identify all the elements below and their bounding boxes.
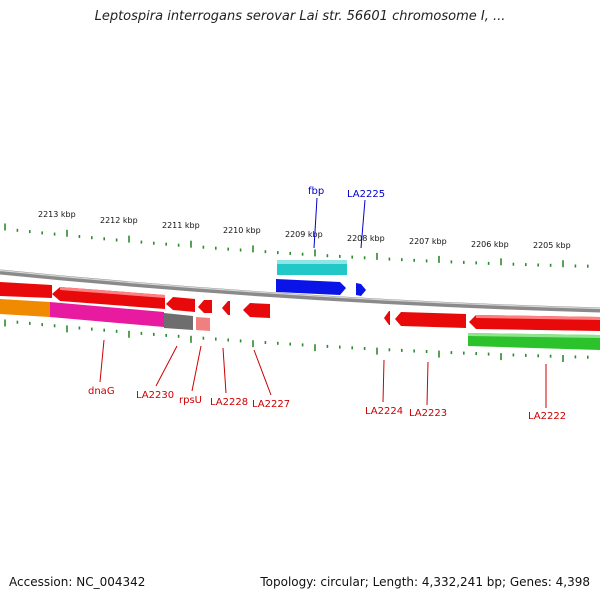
gene-arrow[interactable]: [384, 311, 390, 325]
reverse-genes: [0, 282, 600, 350]
leader-line: [191, 345, 202, 392]
gene-arrow[interactable]: [243, 303, 270, 318]
gene-arrow[interactable]: [276, 279, 346, 295]
leader-line: [382, 359, 385, 403]
ruler-label: 2211 kbp: [162, 221, 200, 230]
gene-arrow-shade: [277, 260, 347, 264]
ruler-label: 2213 kbp: [38, 210, 76, 219]
label-leaders: [99, 197, 547, 408]
leader-line: [253, 349, 272, 396]
genome-backbone: [0, 269, 600, 313]
forward-genes: [276, 260, 366, 296]
inner-ruler-ticks: [4, 319, 589, 362]
gene-label-la2223[interactable]: LA2223: [409, 408, 447, 419]
gene-label-rpsu[interactable]: rpsU: [179, 395, 202, 406]
gene-arrow[interactable]: [356, 283, 366, 296]
gene-arrow-shade: [476, 315, 600, 320]
ruler-label: 2212 kbp: [100, 216, 138, 225]
gene-arrow-shade: [60, 287, 165, 298]
map-title: Leptospira interrogans serovar Lai str. …: [94, 9, 506, 24]
genome-summary-text: Topology: circular; Length: 4,332,241 bp…: [260, 575, 590, 589]
leader-line: [426, 361, 429, 406]
gene-arrow[interactable]: [52, 287, 165, 309]
gene-block[interactable]: [164, 313, 193, 330]
ruler-label: 2208 kbp: [347, 234, 385, 243]
gene-arrow[interactable]: [222, 301, 230, 315]
gene-arrow[interactable]: [0, 282, 52, 298]
gene-block-shade: [468, 333, 600, 338]
gene-label-la2230[interactable]: LA2230: [136, 390, 174, 401]
leader-line: [155, 345, 178, 387]
ruler-label: 2205 kbp: [533, 241, 571, 250]
gene-label-dnag[interactable]: dnaG: [88, 386, 115, 397]
gene-block[interactable]: [0, 299, 50, 317]
ruler-label: 2209 kbp: [285, 230, 323, 239]
leader-line: [313, 197, 318, 249]
genome-backbone-highlight: [0, 269, 600, 310]
ruler-label: 2207 kbp: [409, 237, 447, 246]
ruler-label: 2210 kbp: [223, 226, 261, 235]
gene-label-la2225[interactable]: LA2225: [347, 189, 385, 200]
ruler-labels: 2213 kbp 2212 kbp 2211 kbp 2210 kbp 2209…: [38, 210, 571, 250]
gene-label-la2227[interactable]: LA2227: [252, 399, 290, 410]
gene-label-la2222[interactable]: LA2222: [528, 411, 566, 422]
gene-block[interactable]: [50, 302, 164, 327]
gene-arrow[interactable]: [395, 312, 466, 328]
gene-label-la2228[interactable]: LA2228: [210, 397, 248, 408]
ruler-label: 2206 kbp: [471, 240, 509, 249]
gene-labels: fbp LA2225 dnaG LA2230 rpsU LA2228 LA222…: [88, 186, 566, 422]
leader-line: [222, 347, 227, 394]
gene-block[interactable]: [196, 317, 210, 331]
accession-text: Accession: NC_004342: [9, 575, 146, 589]
gene-arrow[interactable]: [166, 297, 195, 312]
outer-ruler-ticks: [4, 223, 589, 268]
leader-line: [360, 199, 366, 249]
leader-line: [99, 339, 105, 383]
gene-label-fbp[interactable]: fbp: [308, 186, 324, 197]
gene-arrow[interactable]: [198, 300, 212, 313]
gene-label-la2224[interactable]: LA2224: [365, 406, 403, 417]
